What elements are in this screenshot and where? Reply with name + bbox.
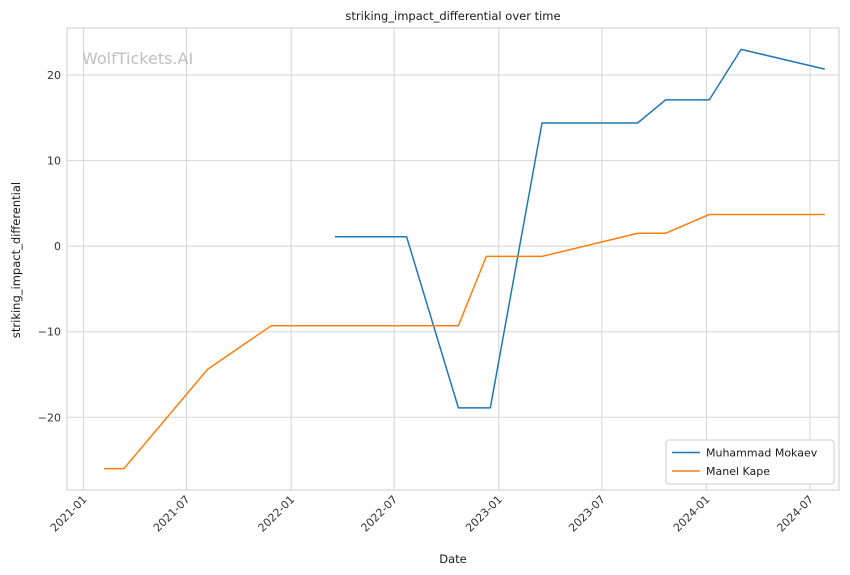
y-tick-label: 20 [47,69,61,82]
x-tick-label: 2024-07 [774,493,816,535]
y-tick-label: 10 [47,155,61,168]
x-tick-labels: 2021-01 2021-07 2022-01 2022-07 2023-01 2023-… [48,493,816,535]
series-line-1 [104,213,825,470]
legend: Muhammad Mokaev Manel Kape [665,439,835,485]
y-axis-label: striking_impact_differential [9,182,23,338]
x-tick-label: 2023-07 [566,493,608,535]
x-tick-label: 2022-01 [256,493,298,535]
x-tick-label: 2021-01 [48,493,90,535]
x-tick-label: 2022-07 [359,493,401,535]
y-tick-label: −20 [38,411,61,424]
legend-box [665,439,835,485]
grid [67,28,839,490]
chart-title: striking_impact_differential over time [345,9,560,23]
series-layer [104,48,825,470]
plot-frame [66,27,840,491]
x-tick-label: 2023-01 [463,493,505,535]
series-line-0 [335,48,825,409]
watermark: WolfTickets.AI [82,49,193,68]
legend-label-mokaev: Muhammad Mokaev [706,447,818,460]
y-tick-labels: −20 −10 0 10 20 [38,69,61,424]
y-tick-label: 0 [54,240,61,253]
x-axis-label: Date [439,552,467,566]
x-tick-label: 2021-07 [151,493,193,535]
x-tick-label: 2024-01 [671,493,713,535]
y-tick-label: −10 [38,326,61,339]
legend-label-kape: Manel Kape [706,465,770,478]
